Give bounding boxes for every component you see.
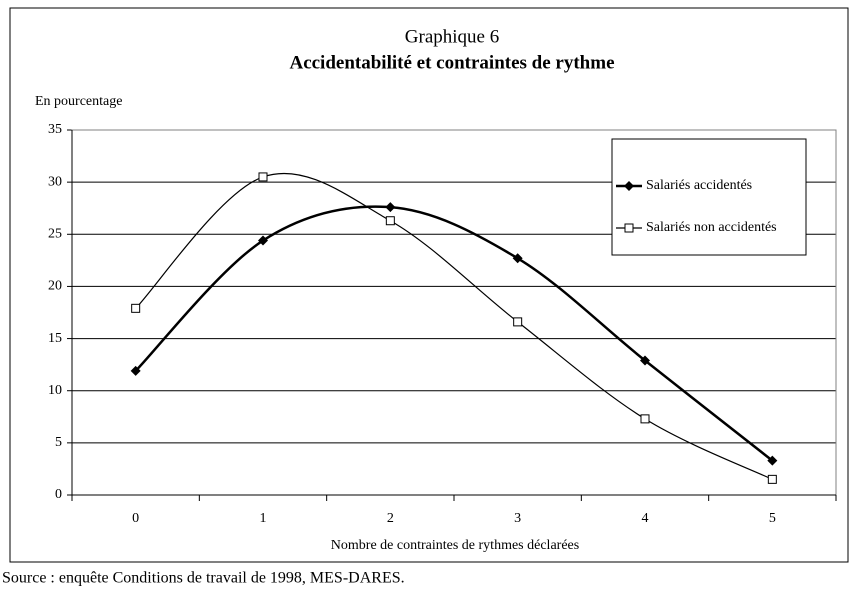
legend-label: Salariés non accidentés bbox=[646, 220, 777, 235]
x-tick-label: 4 bbox=[642, 511, 649, 526]
marker bbox=[385, 202, 396, 213]
x-tick-label: 2 bbox=[387, 511, 394, 526]
x-axis-label: Nombre de contraintes de rythmes déclaré… bbox=[331, 538, 579, 553]
marker bbox=[258, 172, 268, 182]
y-axis-label: En pourcentage bbox=[35, 94, 122, 109]
x-tick-label: 5 bbox=[769, 511, 776, 526]
marker bbox=[130, 365, 141, 376]
y-tick-label: 20 bbox=[48, 279, 62, 294]
marker bbox=[640, 414, 650, 424]
legend-label: Salariés accidentés bbox=[646, 178, 752, 193]
marker bbox=[512, 253, 523, 264]
marker bbox=[385, 216, 395, 226]
marker bbox=[767, 474, 777, 484]
marker bbox=[258, 235, 268, 246]
marker bbox=[640, 355, 650, 366]
marker bbox=[513, 317, 523, 327]
x-tick-label: 3 bbox=[514, 511, 521, 526]
y-tick-label: 15 bbox=[48, 331, 62, 346]
legend-marker bbox=[624, 181, 634, 191]
y-tick-label: 0 bbox=[55, 487, 62, 502]
marker bbox=[767, 455, 778, 466]
chart-title: Graphique 6 bbox=[405, 26, 499, 47]
legend-marker bbox=[624, 223, 634, 233]
series-line bbox=[134, 205, 774, 462]
x-tick-label: 1 bbox=[260, 511, 267, 526]
chart-subtitle: Accidentabilité et contraintes de rythme bbox=[289, 52, 614, 73]
y-tick-label: 35 bbox=[48, 122, 62, 137]
y-tick-label: 10 bbox=[48, 383, 62, 398]
y-tick-label: 30 bbox=[48, 174, 62, 189]
source: Source : enquête Conditions de travail d… bbox=[2, 570, 405, 587]
legend bbox=[611, 138, 807, 256]
y-tick-label: 25 bbox=[48, 227, 62, 242]
marker bbox=[131, 303, 141, 313]
frame bbox=[9, 7, 849, 563]
series-line bbox=[135, 172, 773, 480]
y-tick-label: 5 bbox=[55, 435, 62, 450]
x-tick-label: 0 bbox=[132, 511, 139, 526]
